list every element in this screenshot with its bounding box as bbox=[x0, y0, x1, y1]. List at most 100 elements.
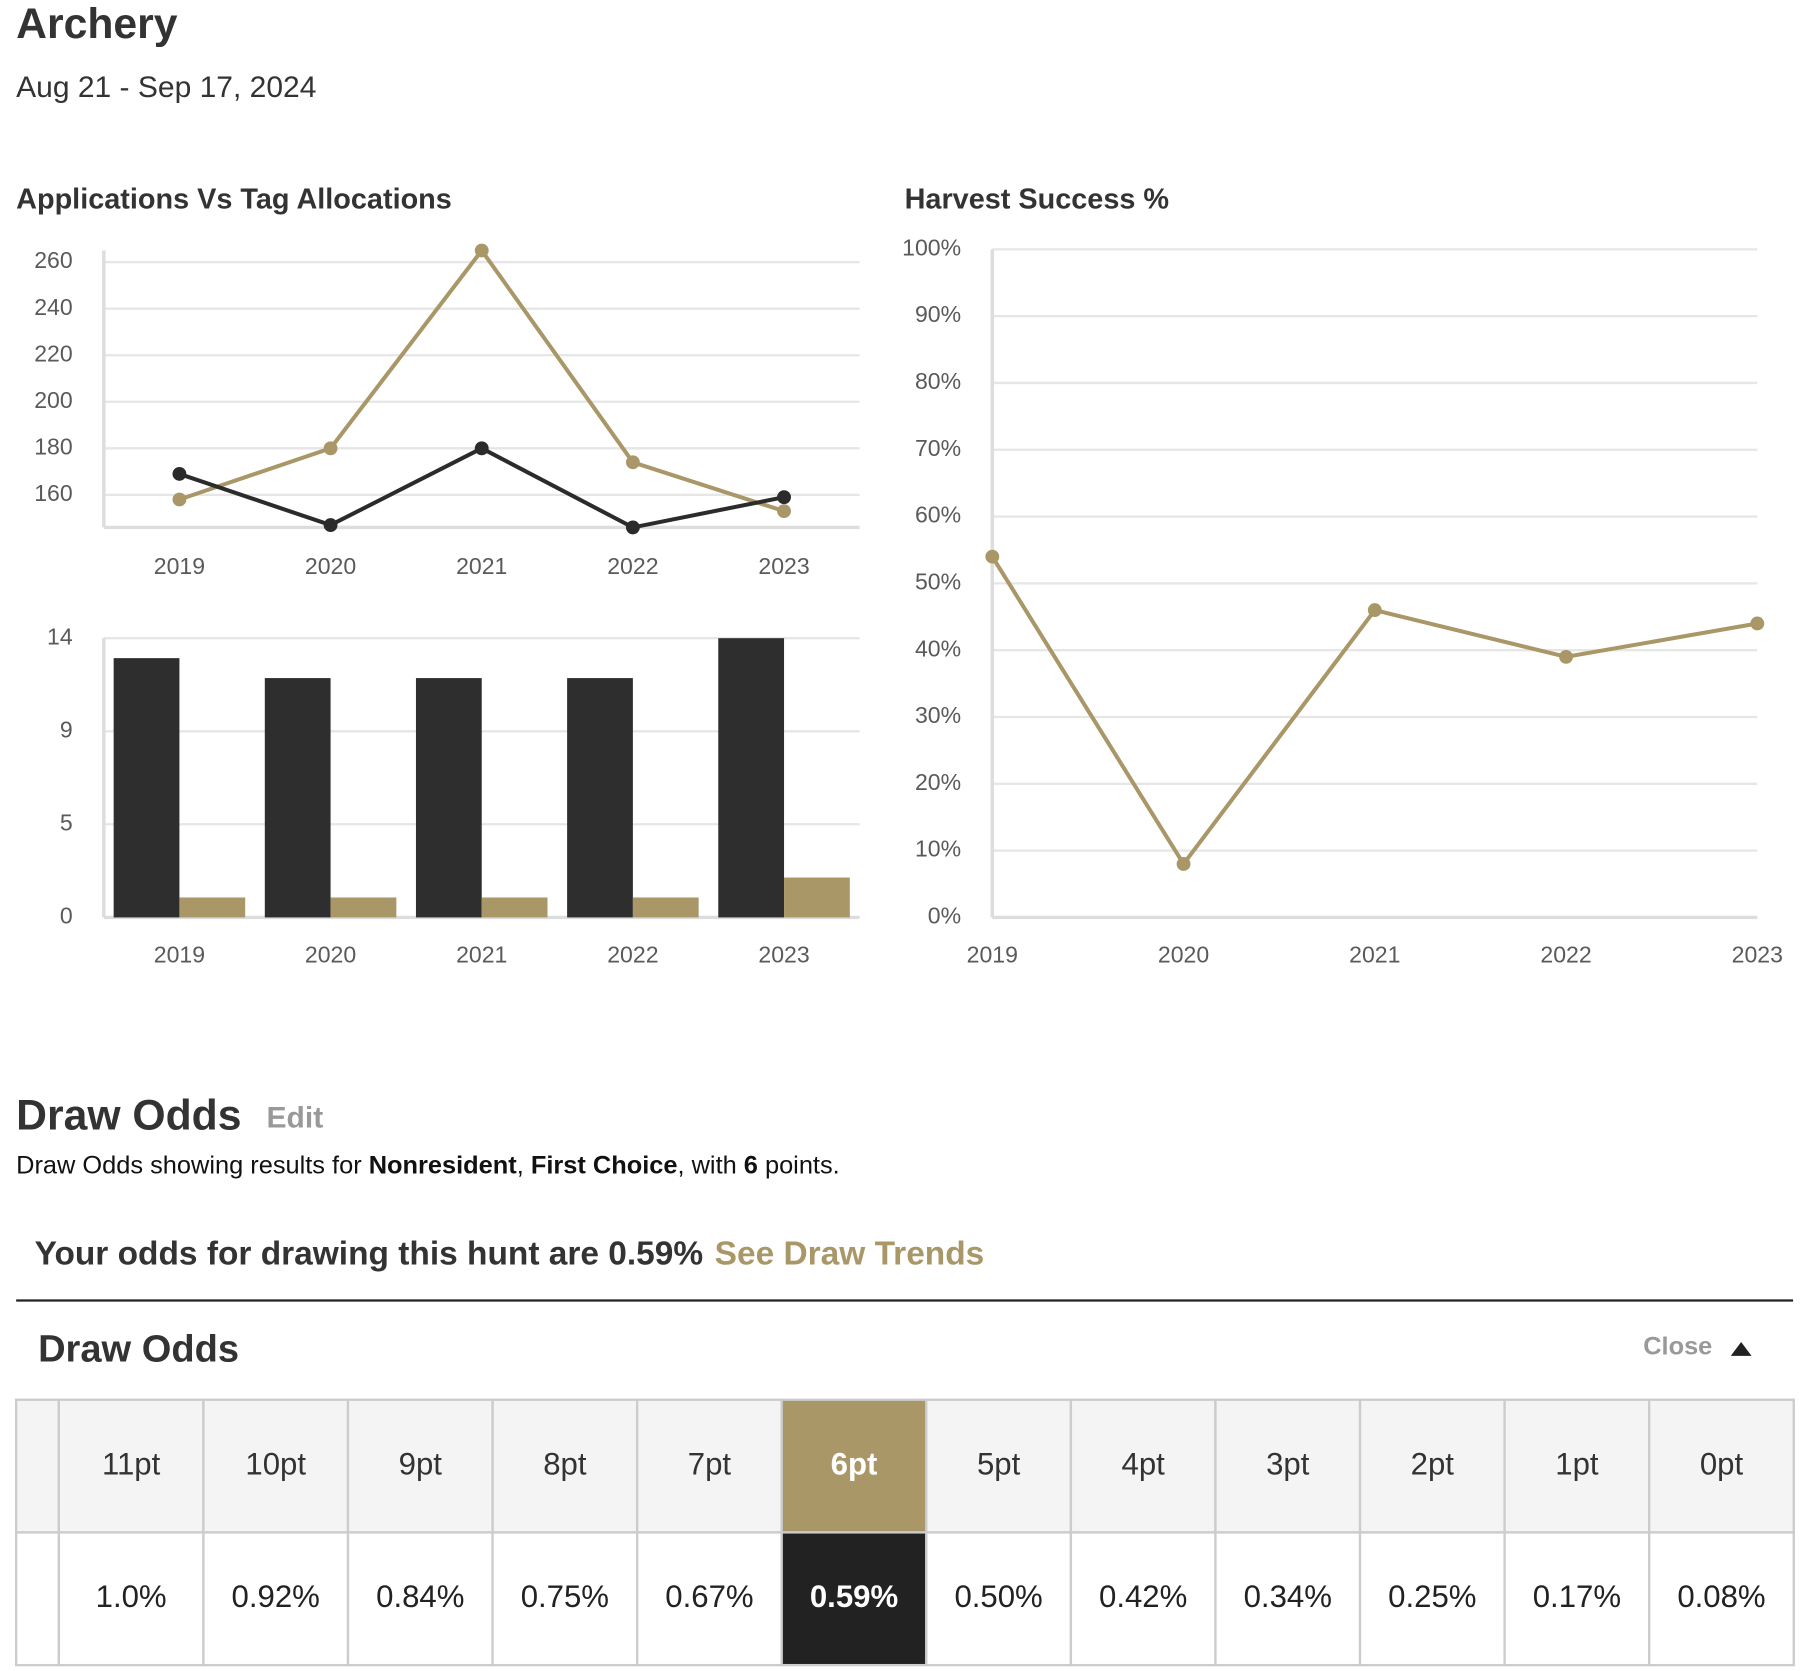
edit-link[interactable]: Edit bbox=[267, 1101, 324, 1134]
value-cell bbox=[780, 1531, 928, 1667]
odds-value: 0.92% bbox=[232, 1579, 320, 1614]
text: points. bbox=[758, 1151, 840, 1179]
y-tick-label: 160 bbox=[34, 480, 72, 506]
odds-text: Your odds for drawing this hunt are 0.59… bbox=[35, 1235, 704, 1272]
header-cell bbox=[491, 1398, 639, 1534]
data-point bbox=[777, 504, 791, 519]
data-point bbox=[172, 492, 187, 507]
value-cell bbox=[1069, 1531, 1217, 1667]
y-tick-label: 240 bbox=[34, 294, 72, 320]
x-tick-label: 2022 bbox=[1540, 942, 1591, 968]
value-cell bbox=[202, 1531, 350, 1667]
points-header[interactable]: 5pt bbox=[977, 1446, 1021, 1481]
odds-value: 0.42% bbox=[1099, 1579, 1187, 1614]
x-tick-label: 2021 bbox=[456, 942, 507, 968]
points-header[interactable]: 11pt bbox=[102, 1446, 161, 1481]
points-header[interactable]: 2pt bbox=[1411, 1446, 1455, 1481]
bar bbox=[481, 897, 548, 918]
series-line bbox=[178, 247, 785, 514]
header-cell bbox=[1214, 1398, 1362, 1534]
x-tick-label: 2021 bbox=[1349, 942, 1400, 968]
y-tick-label: 20% bbox=[915, 769, 961, 795]
series-line bbox=[178, 446, 785, 530]
text: , with bbox=[678, 1151, 744, 1179]
points-header[interactable]: 3pt bbox=[1266, 1446, 1310, 1481]
points-header[interactable]: 0pt bbox=[1700, 1446, 1744, 1481]
y-tick-label: 260 bbox=[34, 247, 72, 273]
x-tick-label: 2020 bbox=[305, 942, 356, 968]
trends-link[interactable]: See Draw Trends bbox=[715, 1235, 985, 1272]
bar bbox=[113, 658, 180, 918]
points-header[interactable]: 1pt bbox=[1555, 1446, 1599, 1481]
section-title: Draw Odds bbox=[16, 1091, 241, 1139]
value-cell bbox=[57, 1531, 205, 1667]
panel-title: Draw Odds bbox=[38, 1328, 239, 1370]
y-tick-label: 200 bbox=[34, 387, 72, 413]
close-button[interactable]: Close bbox=[1643, 1333, 1712, 1361]
y-tick-label: 30% bbox=[915, 702, 961, 728]
points-header[interactable]: 9pt bbox=[399, 1446, 443, 1481]
data-point bbox=[1176, 857, 1191, 871]
points-header[interactable]: 10pt bbox=[245, 1446, 306, 1481]
odds-value: 0.25% bbox=[1388, 1579, 1476, 1614]
bar bbox=[784, 877, 850, 918]
close-arrow[interactable] bbox=[1730, 1342, 1752, 1356]
x-tick-label: 2021 bbox=[456, 553, 507, 579]
points-header[interactable]: 8pt bbox=[543, 1446, 587, 1481]
chart-title: Applications Vs Tag Allocations bbox=[16, 184, 452, 216]
bar bbox=[415, 678, 482, 918]
y-tick-label: 90% bbox=[915, 301, 961, 327]
x-tick-label: 2019 bbox=[967, 942, 1018, 968]
header-cell bbox=[1503, 1398, 1651, 1534]
header-cell bbox=[1069, 1398, 1217, 1534]
x-tick-label: 2019 bbox=[154, 553, 205, 579]
data-point bbox=[474, 243, 489, 258]
value-cell bbox=[1648, 1531, 1795, 1667]
header-cell bbox=[346, 1398, 494, 1534]
bar bbox=[264, 678, 331, 918]
y-tick-label: 80% bbox=[915, 368, 961, 394]
data-point bbox=[474, 441, 489, 456]
text: Draw Odds showing results for bbox=[16, 1151, 369, 1179]
y-tick-label: 100% bbox=[902, 234, 961, 260]
data-point bbox=[323, 441, 338, 456]
odds-value: 0.08% bbox=[1677, 1579, 1765, 1614]
description: Draw Odds showing results for Nonresiden… bbox=[16, 1151, 840, 1179]
points-header[interactable]: 4pt bbox=[1122, 1446, 1166, 1481]
y-tick-label: 50% bbox=[915, 568, 961, 594]
header-cell bbox=[57, 1398, 205, 1534]
data-point bbox=[625, 455, 640, 470]
data-point bbox=[323, 518, 338, 533]
y-tick-label: 180 bbox=[34, 433, 72, 459]
odds-value: 0.17% bbox=[1533, 1579, 1621, 1614]
y-tick-label: 0% bbox=[928, 903, 961, 929]
date-range: Aug 21 - Sep 17, 2024 bbox=[16, 71, 316, 104]
points-header[interactable]: 7pt bbox=[688, 1446, 732, 1481]
odds-value: 1.0% bbox=[96, 1579, 167, 1614]
value-cell bbox=[925, 1531, 1073, 1667]
points-header[interactable]: 6pt bbox=[831, 1446, 878, 1481]
odds-value: 0.50% bbox=[954, 1579, 1042, 1614]
data-point bbox=[172, 466, 187, 481]
y-tick-label: 0 bbox=[60, 903, 73, 929]
header-cell bbox=[636, 1398, 783, 1534]
table-cell bbox=[15, 1531, 60, 1667]
bar bbox=[330, 897, 397, 918]
data-point bbox=[1750, 616, 1765, 631]
text: Nonresident bbox=[369, 1151, 518, 1179]
y-tick-label: 10% bbox=[915, 836, 961, 862]
x-tick-label: 2023 bbox=[1732, 942, 1783, 968]
odds-line: Your odds for drawing this hunt are 0.59… bbox=[35, 1235, 985, 1272]
data-point bbox=[1559, 649, 1573, 664]
x-tick-label: 2019 bbox=[154, 942, 205, 968]
value-cell bbox=[491, 1531, 639, 1667]
header-cell bbox=[1648, 1398, 1795, 1534]
odds-value: 0.34% bbox=[1244, 1579, 1332, 1614]
page-title: Archery bbox=[16, 0, 178, 48]
text: 6 bbox=[744, 1151, 758, 1179]
x-tick-label: 2022 bbox=[607, 553, 658, 579]
data-point bbox=[1367, 603, 1382, 618]
x-tick-label: 2023 bbox=[758, 942, 809, 968]
y-tick-label: 220 bbox=[34, 340, 72, 366]
